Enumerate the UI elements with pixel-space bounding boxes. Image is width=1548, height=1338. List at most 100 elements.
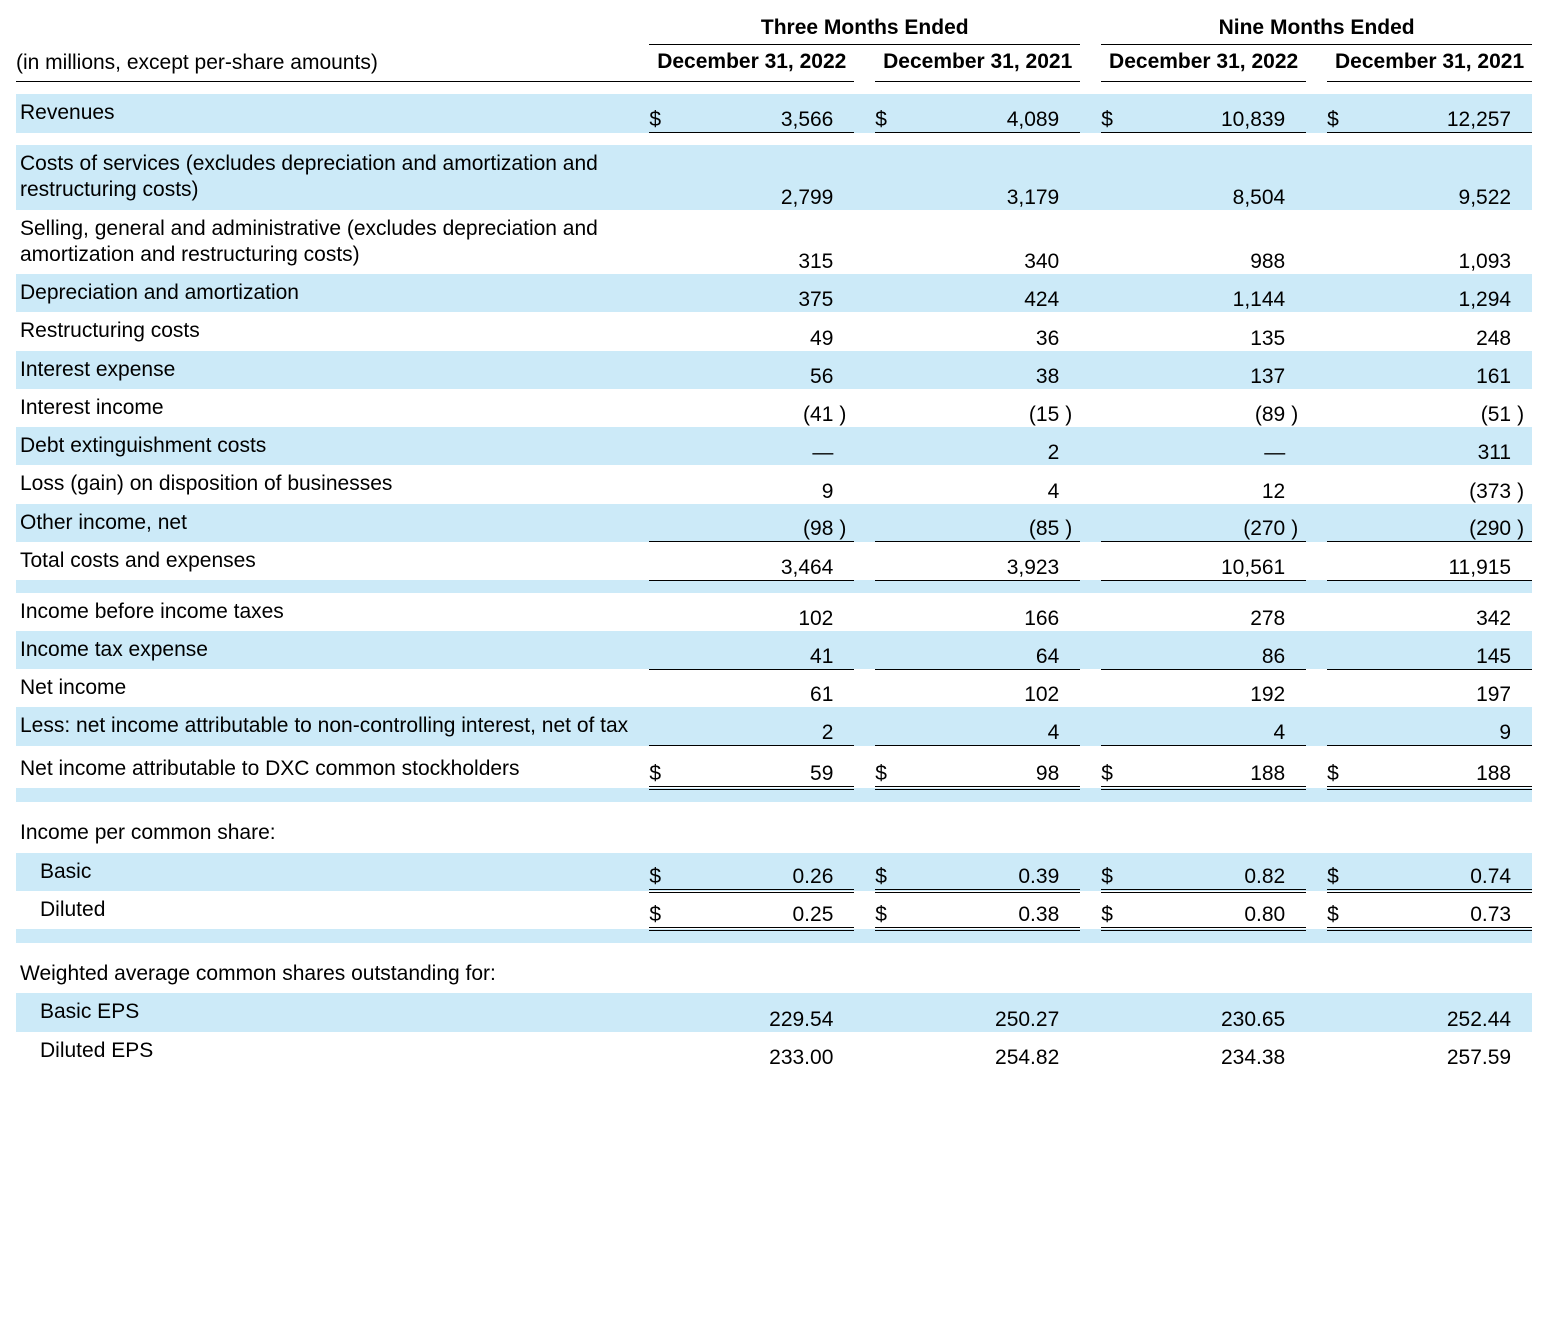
value-cell: (290 — [1359, 504, 1517, 542]
label-int-expense: Interest expense — [16, 351, 649, 389]
row-wacs-header: Weighted average common shares outstandi… — [16, 955, 1532, 993]
label-dep-amort: Depreciation and amortization — [16, 274, 649, 312]
close-paren: ) — [1065, 504, 1080, 542]
label-sga: Selling, general and administrative (exc… — [16, 210, 649, 275]
value-cell: 11,915 — [1359, 542, 1517, 580]
currency-symbol: $ — [875, 891, 907, 929]
value-cell: (89 — [1133, 389, 1291, 427]
value-cell: 137 — [1133, 351, 1291, 389]
value-cell: 61 — [681, 669, 839, 707]
value-cell: 188 — [1359, 750, 1517, 788]
value-cell: 49 — [681, 312, 839, 350]
value-cell: (98 — [681, 504, 839, 542]
value-cell: 234.38 — [1133, 1032, 1291, 1070]
label-restructuring: Restructuring costs — [16, 312, 649, 350]
value-cell: (51 — [1359, 389, 1517, 427]
value-cell: 315 — [681, 210, 839, 275]
value-cell: 192 — [1133, 669, 1291, 707]
value-cell: 340 — [907, 210, 1065, 275]
label-cost-services: Costs of services (excludes depreciation… — [16, 145, 649, 210]
value-cell: 375 — [681, 274, 839, 312]
currency-symbol: $ — [1327, 750, 1359, 788]
currency-symbol: $ — [1101, 750, 1133, 788]
value-cell: 2 — [907, 427, 1065, 465]
label-ips-header: Income per common share: — [16, 814, 649, 852]
close-paren: ) — [1291, 389, 1306, 427]
value-cell: 4,089 — [907, 94, 1065, 132]
value-cell: 250.27 — [907, 993, 1065, 1031]
label-debt-ext: Debt extinguishment costs — [16, 427, 649, 465]
value-cell: 0.26 — [681, 853, 839, 891]
label-wacs-header: Weighted average common shares outstandi… — [16, 955, 649, 993]
currency-symbol: $ — [649, 853, 681, 891]
value-cell: 9,522 — [1359, 145, 1517, 210]
row-other-income: Other income, net (98) (85) (270) (290) — [16, 504, 1532, 542]
close-paren: ) — [1065, 389, 1080, 427]
row-income-before-tax: Income before income taxes 102 166 278 3… — [16, 593, 1532, 631]
row-net-income-dxc: Net income attributable to DXC common st… — [16, 750, 1532, 788]
row-sga: Selling, general and administrative (exc… — [16, 210, 1532, 275]
value-cell: 4 — [907, 465, 1065, 503]
currency-symbol: $ — [1101, 891, 1133, 929]
value-cell: 230.65 — [1133, 993, 1291, 1031]
period-2-header: Nine Months Ended — [1101, 16, 1532, 45]
value-cell: 424 — [907, 274, 1065, 312]
value-cell: 342 — [1359, 593, 1517, 631]
financial-statement-table: Three Months Ended Nine Months Ended (in… — [16, 16, 1532, 1070]
row-diluted-eps: Diluted EPS 233.00 254.82 234.38 257.59 — [16, 1032, 1532, 1070]
label-diluted-eps: Diluted EPS — [16, 1032, 649, 1070]
value-cell: (41 — [681, 389, 839, 427]
value-cell: — — [1133, 427, 1291, 465]
label-revenues: Revenues — [16, 94, 649, 132]
col-4-date: December 31, 2021 — [1327, 45, 1532, 82]
row-diluted: Diluted $0.25 $0.38 $0.80 $0.73 — [16, 891, 1532, 929]
currency-symbol: $ — [1327, 853, 1359, 891]
value-cell: 64 — [907, 631, 1065, 669]
close-paren: ) — [839, 504, 854, 542]
value-cell: 311 — [1359, 427, 1517, 465]
row-dep-amort: Depreciation and amortization 375 424 1,… — [16, 274, 1532, 312]
label-loss-gain-disp: Loss (gain) on disposition of businesses — [16, 465, 649, 503]
label-net-income-dxc: Net income attributable to DXC common st… — [16, 750, 649, 788]
value-cell: 41 — [681, 631, 839, 669]
currency-symbol: $ — [1101, 853, 1133, 891]
label-int-income: Interest income — [16, 389, 649, 427]
close-paren: ) — [1291, 504, 1306, 542]
row-ips-header: Income per common share: — [16, 814, 1532, 852]
value-cell: 56 — [681, 351, 839, 389]
currency-symbol: $ — [875, 94, 907, 132]
row-less-nci: Less: net income attributable to non-con… — [16, 707, 1532, 745]
value-cell: 12 — [1133, 465, 1291, 503]
row-tax-expense: Income tax expense 41 64 86 145 — [16, 631, 1532, 669]
close-paren: ) — [1517, 465, 1532, 503]
value-cell: 252.44 — [1359, 993, 1517, 1031]
table-caption: (in millions, except per-share amounts) — [16, 45, 649, 82]
value-cell: 0.38 — [907, 891, 1065, 929]
row-basic-eps: Basic EPS 229.54 250.27 230.65 252.44 — [16, 993, 1532, 1031]
value-cell: 86 — [1133, 631, 1291, 669]
value-cell: 3,179 — [907, 145, 1065, 210]
value-cell: 3,464 — [681, 542, 839, 580]
value-cell: 988 — [1133, 210, 1291, 275]
value-cell: 0.39 — [907, 853, 1065, 891]
row-basic: Basic $0.26 $0.39 $0.82 $0.74 — [16, 853, 1532, 891]
value-cell: 12,257 — [1359, 94, 1517, 132]
close-paren: ) — [1517, 389, 1532, 427]
value-cell: 248 — [1359, 312, 1517, 350]
value-cell: 233.00 — [681, 1032, 839, 1070]
value-cell: 10,839 — [1133, 94, 1291, 132]
label-income-before-tax: Income before income taxes — [16, 593, 649, 631]
value-cell: 0.82 — [1133, 853, 1291, 891]
header-dates-row: (in millions, except per-share amounts) … — [16, 45, 1532, 82]
row-restructuring: Restructuring costs 49 36 135 248 — [16, 312, 1532, 350]
value-cell: 98 — [907, 750, 1065, 788]
currency-symbol: $ — [875, 853, 907, 891]
value-cell: 278 — [1133, 593, 1291, 631]
row-int-expense: Interest expense 56 38 137 161 — [16, 351, 1532, 389]
row-revenues: Revenues $ 3,566 $ 4,089 $ 10,839 $ 12,2… — [16, 94, 1532, 132]
value-cell: (15 — [907, 389, 1065, 427]
close-paren: ) — [1517, 504, 1532, 542]
value-cell: 254.82 — [907, 1032, 1065, 1070]
value-cell: 38 — [907, 351, 1065, 389]
value-cell: 229.54 — [681, 993, 839, 1031]
